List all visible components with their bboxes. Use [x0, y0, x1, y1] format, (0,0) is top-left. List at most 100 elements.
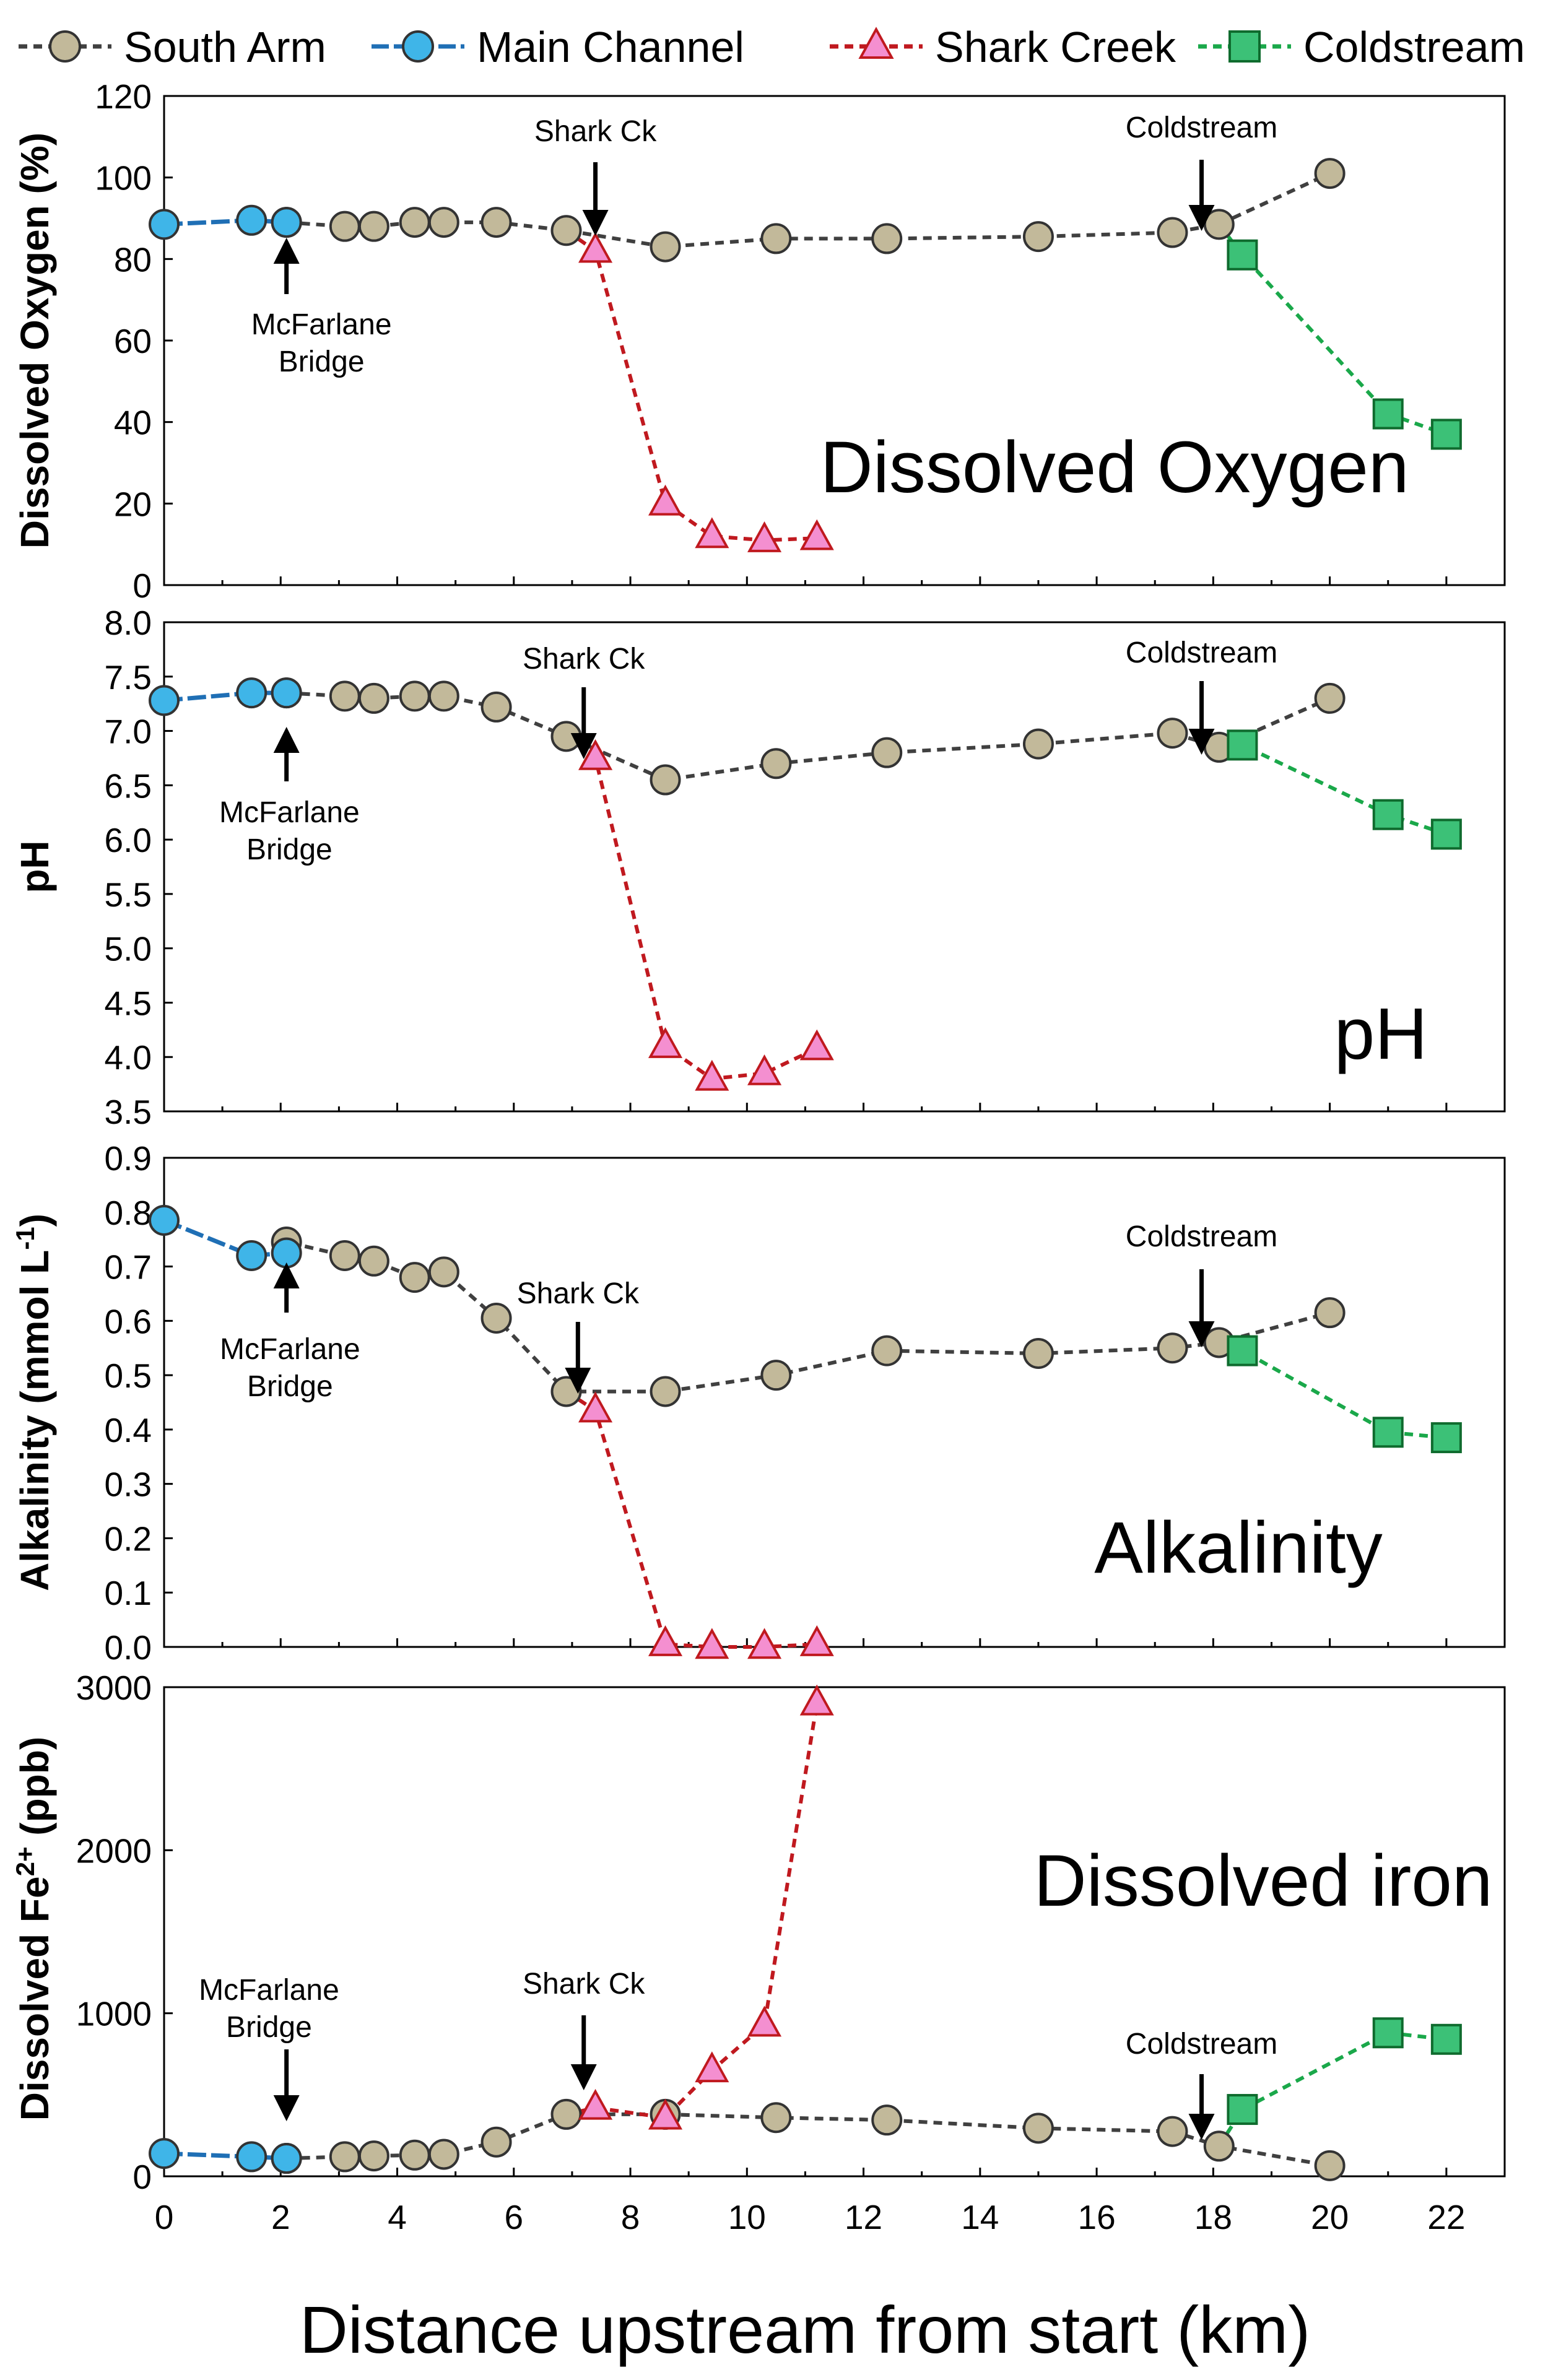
- data-point-shark_creek-alk: [578, 1391, 613, 1423]
- data-point-south_arm-do: [1022, 221, 1054, 253]
- data-point-coldstream-do: [1430, 419, 1462, 450]
- data-point-shark_creek-fe: [799, 1684, 834, 1716]
- data-point-south_arm-alk: [760, 1360, 792, 1391]
- y-tick-label-ph: 6.0: [105, 821, 152, 859]
- series-line-main_channel-fe: [163, 2151, 287, 2161]
- legend-item-coldstream: Coldstream: [1198, 23, 1525, 71]
- data-point-main_channel-ph: [149, 685, 180, 716]
- data-point-coldstream-ph: [1430, 819, 1462, 850]
- y-tick-label-alk: 0.1: [105, 1574, 152, 1612]
- series-line-shark_creek-fe: [565, 1703, 819, 2120]
- data-point-south_arm-fe: [1203, 2130, 1235, 2162]
- data-point-south_arm-do: [1314, 158, 1346, 189]
- data-point-shark_creek-ph: [799, 1029, 834, 1061]
- data-point-coldstream-fe: [1430, 2023, 1462, 2055]
- data-point-coldstream-fe: [1372, 2017, 1404, 2049]
- data-point-south_arm-ph: [871, 737, 903, 768]
- legend: South Arm Main Channel Shark Creek Coldstre…: [19, 23, 1525, 71]
- y-tick-label-alk: 0.9: [105, 1139, 152, 1178]
- x-tick-label: 2: [271, 2198, 290, 2236]
- y-axis-label-fe: Dissolved Fe2+ (ppb): [11, 1737, 58, 2121]
- data-point-shark_creek-do: [695, 517, 729, 549]
- series-line-coldstream-ph: [1219, 743, 1447, 836]
- data-point-south_arm-fe: [399, 2139, 430, 2171]
- data-point-south_arm-alk: [480, 1302, 512, 1334]
- data-point-main_channel-do: [149, 209, 180, 240]
- x-tick-label: 20: [1311, 2198, 1349, 2236]
- data-point-south_arm-do: [760, 223, 792, 254]
- data-point-shark_creek-fe: [578, 2088, 613, 2120]
- data-point-coldstream-ph: [1372, 799, 1404, 830]
- legend-marker-main_channel: [402, 30, 434, 63]
- annotation-mcfarlane-alk: McFarlane: [220, 1333, 360, 1366]
- data-point-shark_creek-do: [648, 484, 683, 516]
- annotation-shark-ck-alk: Shark Ck: [517, 1277, 640, 1310]
- legend-label-south_arm: South Arm: [124, 23, 326, 71]
- y-tick-label-do: 60: [114, 322, 152, 360]
- legend-label-coldstream: Coldstream: [1303, 23, 1525, 71]
- y-tick-label-do: 0: [133, 567, 152, 605]
- y-tick-label-ph: 4.5: [105, 984, 152, 1022]
- y-tick-label-ph: 7.0: [105, 713, 152, 751]
- annotation-shark-ck-do: Shark Ck: [534, 115, 657, 148]
- series-line-shark_creek-alk: [565, 1389, 817, 1649]
- data-point-main_channel-do: [271, 207, 302, 238]
- x-tick-label: 0: [155, 2198, 174, 2236]
- y-axis-label-alk: Alkalinity (mmol L-1): [11, 1214, 58, 1591]
- data-point-south_arm-fe: [428, 2139, 459, 2170]
- data-point-main_channel-alk: [149, 1204, 180, 1236]
- x-tick-label: 12: [845, 2198, 882, 2236]
- legend-item-main_channel: Main Channel: [372, 23, 744, 71]
- data-point-south_arm-alk: [1022, 1338, 1054, 1369]
- legend-label-shark_creek: Shark Creek: [935, 23, 1176, 71]
- annotation-coldstream-do: Coldstream: [1126, 111, 1277, 144]
- annotation-line2-do: Bridge: [279, 345, 365, 378]
- data-point-south_arm-alk: [650, 1376, 681, 1407]
- data-point-south_arm-alk: [399, 1262, 430, 1293]
- data-point-south_arm-ph: [480, 691, 512, 723]
- data-point-south_arm-fe: [1157, 2116, 1188, 2147]
- panel-alk: 0.0 0.1 0.2 0.3 0.4 0.5 0.6 0.7 0.8 0.9 Alkalinity…: [11, 1139, 1506, 1667]
- x-axis-label: Distance upstream from start (km): [300, 2292, 1310, 2367]
- data-point-main_channel-alk: [271, 1237, 302, 1269]
- data-point-main_channel-ph: [271, 677, 302, 709]
- data-point-south_arm-do: [358, 211, 389, 242]
- data-point-main_channel-fe: [149, 2138, 180, 2169]
- data-point-shark_creek-alk: [799, 1625, 834, 1656]
- data-point-shark_creek-ph: [747, 1054, 782, 1085]
- data-point-south_arm-alk: [1157, 1332, 1188, 1364]
- data-point-south_arm-alk: [1314, 1297, 1346, 1329]
- data-point-south_arm-fe: [358, 2140, 389, 2172]
- data-point-shark_creek-do: [578, 232, 613, 263]
- y-tick-label-alk: 0.2: [105, 1519, 152, 1558]
- annotation-coldstream-ph: Coldstream: [1126, 636, 1277, 669]
- data-point-shark_creek-alk: [695, 1628, 729, 1659]
- series-line-main_channel-ph: [163, 690, 287, 703]
- panel-frame-alk: [163, 1157, 1506, 1648]
- data-point-south_arm-do: [1157, 217, 1188, 248]
- y-tick-label-do: 80: [114, 240, 152, 279]
- data-point-south_arm-fe: [329, 2141, 360, 2173]
- y-tick-label-do: 120: [95, 77, 152, 116]
- data-point-coldstream-alk: [1227, 1335, 1258, 1366]
- data-point-coldstream-ph: [1227, 729, 1258, 761]
- x-tick-label: 10: [728, 2198, 766, 2236]
- x-tick-label: 16: [1077, 2198, 1115, 2236]
- data-point-south_arm-do: [428, 207, 459, 238]
- panel-do: 0 20 40 60 80 100 120 Dissolved Oxygen (%) Disso…: [12, 77, 1506, 605]
- data-point-shark_creek-fe: [747, 2005, 782, 2037]
- data-point-south_arm-alk: [550, 1376, 582, 1407]
- data-point-south_arm-ph: [1314, 682, 1346, 714]
- data-point-south_arm-ph: [1157, 718, 1188, 749]
- x-tick-label: 22: [1427, 2198, 1465, 2236]
- panel-frame-fe: [163, 1686, 1506, 2178]
- x-tick-label: 4: [388, 2198, 407, 2236]
- data-point-south_arm-do: [871, 223, 903, 254]
- data-point-south_arm-fe: [480, 2126, 512, 2158]
- data-point-shark_creek-ph: [695, 1059, 729, 1091]
- series-line-main_channel-alk: [163, 1218, 287, 1258]
- series-line-coldstream-alk: [1218, 1340, 1447, 1440]
- panel-title-alk: Alkalinity: [1094, 1507, 1383, 1589]
- annotation-shark-ck-ph: Shark Ck: [523, 643, 645, 675]
- data-point-south_arm-ph: [399, 680, 430, 712]
